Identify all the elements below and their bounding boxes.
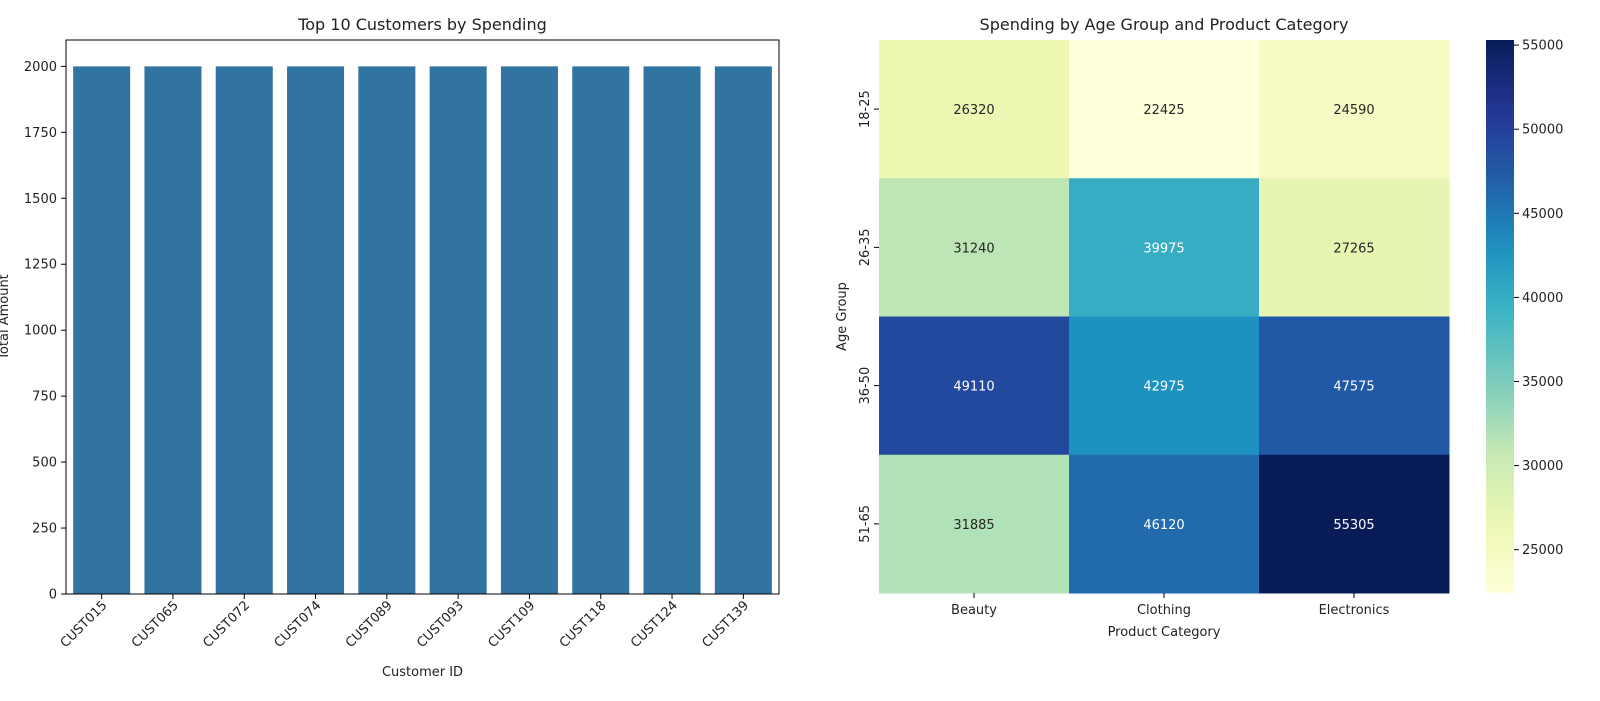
heatmap-cell-label: 42975 bbox=[1143, 380, 1184, 395]
colorbar-tick-label: 25000 bbox=[1522, 543, 1563, 558]
bar-cust118 bbox=[572, 66, 630, 594]
heatmap-cell-26-35-electronics bbox=[1259, 178, 1450, 317]
y-tick-label: 1000 bbox=[24, 324, 57, 339]
x-tick-label: CUST074 bbox=[272, 598, 325, 651]
x-tick-label: CUST015 bbox=[58, 598, 111, 651]
bar-cust109 bbox=[500, 66, 558, 594]
heatmap-cell-18-25-clothing bbox=[1069, 40, 1260, 179]
heatmap-cell-label: 24590 bbox=[1333, 103, 1374, 118]
bar-cust139 bbox=[714, 66, 772, 594]
bar-plot-frame bbox=[65, 39, 780, 595]
heatmap-x-axis-label: Product Category bbox=[1108, 625, 1221, 640]
colorbar-tick-label: 50000 bbox=[1522, 123, 1563, 138]
x-tick-label: CUST093 bbox=[414, 598, 467, 651]
y-axis-label: Total Amount bbox=[0, 274, 12, 361]
heatmap-cell-label: 39975 bbox=[1143, 241, 1184, 256]
heatmap-cell-51-65-clothing bbox=[1069, 454, 1260, 594]
bar-cust065 bbox=[144, 66, 202, 594]
colorbar-tick-label: 40000 bbox=[1522, 291, 1563, 306]
heatmap-cell-36-50-electronics bbox=[1259, 316, 1450, 456]
x-axis-label: Customer ID bbox=[382, 665, 463, 680]
heatmap-cell-26-35-beauty bbox=[879, 178, 1070, 317]
colorbar bbox=[1486, 40, 1514, 593]
bar-cust124 bbox=[643, 66, 701, 594]
x-tick-label: CUST089 bbox=[343, 598, 396, 651]
heatmap-cell-18-25-electronics bbox=[1259, 40, 1450, 179]
heatmap-y-axis-label: Age Group bbox=[835, 282, 850, 351]
bar-chart-title: Top 10 Customers by Spending bbox=[297, 15, 547, 34]
heatmap-cell-36-50-clothing bbox=[1069, 316, 1260, 456]
x-tick-label: CUST065 bbox=[129, 598, 182, 651]
heatmap-cell-label: 31885 bbox=[953, 518, 994, 533]
heatmap-y-tick-label: 36-50 bbox=[858, 367, 873, 405]
y-tick-label: 750 bbox=[32, 390, 57, 405]
heatmap-chart: Spending by Age Group and Product Catego… bbox=[835, 15, 1563, 640]
heatmap-cell-label: 46120 bbox=[1143, 518, 1184, 533]
heatmap-y-tick-label: 26-35 bbox=[858, 228, 873, 266]
heatmap-x-tick-label: Beauty bbox=[951, 603, 997, 618]
colorbar-tick-label: 30000 bbox=[1522, 459, 1563, 474]
x-tick-label: CUST072 bbox=[200, 598, 253, 651]
heatmap-x-tick-label: Clothing bbox=[1137, 603, 1191, 618]
y-tick-label: 2000 bbox=[24, 60, 57, 75]
heatmap-cell-label: 31240 bbox=[953, 241, 994, 256]
x-tick-label: CUST118 bbox=[557, 598, 610, 651]
bar-cust015 bbox=[73, 66, 131, 594]
heatmap-cell-label: 22425 bbox=[1143, 103, 1184, 118]
heatmap-cell-label: 26320 bbox=[953, 103, 994, 118]
heatmap-cell-36-50-beauty bbox=[879, 316, 1070, 456]
heatmap-cell-18-25-beauty bbox=[879, 40, 1070, 179]
heatmap-cell-label: 27265 bbox=[1333, 241, 1374, 256]
bar-chart: Top 10 Customers by Spending 0 250 500 750 10… bbox=[0, 15, 780, 680]
x-tick-label: CUST109 bbox=[486, 598, 539, 651]
heatmap-title: Spending by Age Group and Product Catego… bbox=[980, 15, 1349, 34]
y-tick-label: 250 bbox=[32, 522, 57, 537]
bar-cust089 bbox=[358, 66, 416, 594]
x-tick-label: CUST139 bbox=[699, 598, 752, 651]
colorbar-tick-label: 35000 bbox=[1522, 375, 1563, 390]
bar-cust072 bbox=[215, 66, 273, 594]
heatmap-x-tick-label: Electronics bbox=[1319, 603, 1390, 618]
heatmap-cell-label: 49110 bbox=[953, 380, 994, 395]
y-tick-label: 500 bbox=[32, 456, 57, 471]
heatmap-cell-51-65-beauty bbox=[879, 454, 1070, 594]
colorbar-tick-label: 55000 bbox=[1522, 39, 1563, 54]
heatmap-cell-label: 47575 bbox=[1333, 380, 1374, 395]
y-tick-label: 0 bbox=[49, 588, 57, 603]
heatmap-cell-51-65-electronics bbox=[1259, 454, 1450, 594]
y-tick-label: 1250 bbox=[24, 258, 57, 273]
heatmap-cell-26-35-clothing bbox=[1069, 178, 1260, 317]
y-tick-label: 1500 bbox=[24, 192, 57, 207]
heatmap-y-tick-label: 51-65 bbox=[858, 505, 873, 543]
heatmap-cell-label: 55305 bbox=[1333, 518, 1374, 533]
bar-cust074 bbox=[287, 66, 345, 594]
bar-cust093 bbox=[429, 66, 487, 594]
y-tick-label: 1750 bbox=[24, 126, 57, 141]
colorbar-tick-label: 45000 bbox=[1522, 207, 1563, 222]
x-tick-label: CUST124 bbox=[628, 598, 681, 651]
heatmap-y-tick-label: 18-25 bbox=[858, 90, 873, 128]
